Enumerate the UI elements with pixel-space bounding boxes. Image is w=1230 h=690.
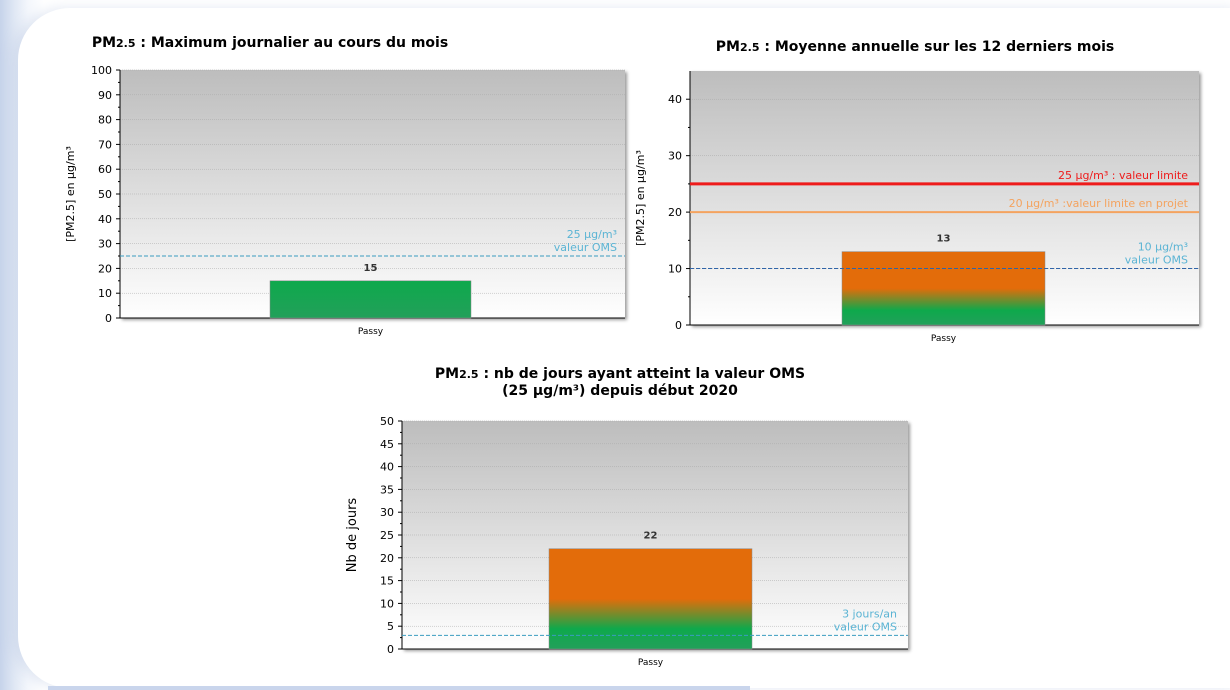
y-tick-label: 20 bbox=[668, 206, 682, 219]
title-text: : Maximum journalier au cours du mois bbox=[135, 35, 449, 51]
y-axis-title: Nb de jours bbox=[345, 498, 360, 573]
bar-passy bbox=[548, 548, 753, 650]
data-label: 13 bbox=[937, 234, 951, 245]
chart-title-days-count: PM2.5 : nb de jours ayant atteint la val… bbox=[380, 366, 860, 400]
y-tick-label: 50 bbox=[380, 415, 394, 428]
title-subscript: 2.5 bbox=[116, 37, 136, 50]
y-tick-label: 0 bbox=[675, 319, 682, 332]
chart-3: 0 5 10 15 20 25 30 35 40 45 50 22 Passy 3 jours/anval… bbox=[345, 415, 908, 668]
y-tick-label: 20 bbox=[98, 262, 112, 275]
data-label: 15 bbox=[364, 263, 378, 274]
reference-line-label: valeur OMS bbox=[1125, 254, 1188, 267]
y-tick-label: 40 bbox=[380, 461, 394, 474]
y-tick-label: 35 bbox=[380, 483, 394, 496]
reference-line-label: valeur OMS bbox=[834, 620, 897, 633]
y-tick-label: 10 bbox=[98, 287, 112, 300]
y-tick-label: 60 bbox=[98, 163, 112, 176]
title-subscript: 2.5 bbox=[459, 368, 479, 381]
chart-1: 0 10 20 30 40 50 60 70 80 90 100 15 Passy 25 µg/m³val… bbox=[64, 64, 625, 337]
y-axis-title: [PM2.5] en µg/m³ bbox=[634, 150, 647, 246]
y-tick-label: 40 bbox=[98, 213, 112, 226]
y-tick-label: 30 bbox=[668, 150, 682, 163]
reference-line-label: 25 µg/m³ bbox=[567, 228, 617, 241]
chart-title-daily-max: PM2.5 : Maximum journalier au cours du m… bbox=[70, 35, 470, 52]
y-tick-label: 10 bbox=[380, 597, 394, 610]
y-tick-label: 0 bbox=[105, 312, 112, 325]
y-tick-label: 10 bbox=[668, 263, 682, 276]
y-tick-label: 50 bbox=[98, 188, 112, 201]
y-tick-label: 20 bbox=[380, 552, 394, 565]
bar-passy bbox=[841, 251, 1046, 326]
reference-line-label: valeur OMS bbox=[554, 241, 617, 254]
data-label: 22 bbox=[644, 531, 658, 542]
category-label: Passy bbox=[638, 658, 664, 668]
y-tick-label: 45 bbox=[380, 438, 394, 451]
title-prefix: PM bbox=[434, 366, 460, 382]
y-tick-label: 80 bbox=[98, 114, 112, 127]
y-tick-label: 100 bbox=[91, 64, 112, 77]
y-tick-label: 30 bbox=[98, 238, 112, 251]
bar-passy bbox=[269, 280, 472, 319]
title-text: : Moyenne annuelle sur les 12 derniers m… bbox=[759, 39, 1115, 55]
category-label: Passy bbox=[931, 334, 957, 344]
chart-2: 0 10 20 30 40 13 Passy 25 µg/m³ : valeur limite… bbox=[634, 71, 1199, 344]
y-tick-label: 5 bbox=[387, 620, 394, 633]
y-tick-label: 70 bbox=[98, 138, 112, 151]
reference-line-label: 3 jours/an bbox=[842, 607, 897, 620]
reference-line-label: 20 µg/m³ :valeur limite en projet bbox=[1009, 197, 1189, 210]
y-tick-label: 25 bbox=[380, 529, 394, 542]
reference-line-label: 25 µg/m³ : valeur limite bbox=[1058, 169, 1188, 182]
y-axis-title: [PM2.5] en µg/m³ bbox=[64, 146, 77, 242]
y-tick-label: 15 bbox=[380, 575, 394, 588]
chart-title-annual-mean: PM2.5 : Moyenne annuelle sur les 12 dern… bbox=[655, 39, 1175, 56]
reference-line-label: 10 µg/m³ bbox=[1138, 241, 1188, 254]
title-line-2: (25 µg/m³) depuis début 2020 bbox=[502, 383, 738, 399]
title-text: : nb de jours ayant atteint la valeur OM… bbox=[478, 366, 806, 382]
title-prefix: PM bbox=[715, 39, 740, 55]
title-subscript: 2.5 bbox=[740, 41, 760, 54]
y-tick-label: 90 bbox=[98, 89, 112, 102]
y-tick-label: 0 bbox=[387, 643, 394, 656]
y-tick-label: 30 bbox=[380, 506, 394, 519]
category-label: Passy bbox=[358, 327, 384, 337]
y-tick-label: 40 bbox=[668, 93, 682, 106]
title-prefix: PM bbox=[91, 35, 117, 51]
